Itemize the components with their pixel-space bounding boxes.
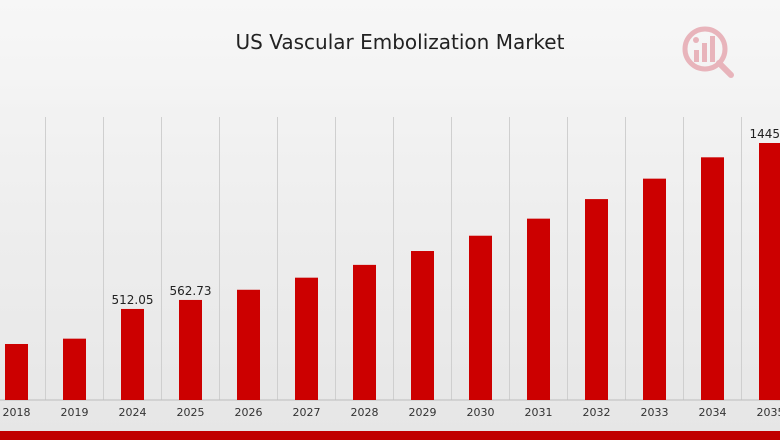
bar-2031 — [527, 218, 550, 400]
bottom-accent-bar — [0, 431, 780, 440]
x-tick-label-2031: 2031 — [525, 406, 553, 419]
x-tick-label-2019: 2019 — [61, 406, 89, 419]
chart-logo-icon — [678, 24, 736, 80]
x-tick-label-2018: 2018 — [3, 406, 31, 419]
data-label-2024: 512.05 — [112, 293, 154, 307]
x-tick-label-2032: 2032 — [583, 406, 611, 419]
x-tick-label-2035: 2035 — [757, 406, 780, 419]
bar-2019 — [63, 338, 86, 400]
bar-2035 — [759, 143, 780, 400]
bar-2028 — [353, 264, 376, 400]
data-label-2025: 562.73 — [170, 284, 212, 298]
x-tick-label-2034: 2034 — [699, 406, 727, 419]
x-tick-label-2025: 2025 — [177, 406, 205, 419]
x-tick-label-2033: 2033 — [641, 406, 669, 419]
x-tick-label-2028: 2028 — [351, 406, 379, 419]
bar-2026 — [237, 289, 260, 400]
x-tick-label-2029: 2029 — [409, 406, 437, 419]
chart-title: US Vascular Embolization Market — [235, 30, 565, 54]
bar-2024 — [121, 308, 144, 400]
bar-2034 — [701, 157, 724, 400]
bar-2029 — [411, 251, 434, 400]
bar-2018 — [5, 343, 28, 400]
data-label-2035: 1445.5 — [750, 127, 780, 141]
x-tick-label-2024: 2024 — [119, 406, 147, 419]
x-tick-label-2026: 2026 — [235, 406, 263, 419]
bar-2033 — [643, 178, 666, 400]
bar-2025 — [179, 299, 202, 400]
x-tick-label-2030: 2030 — [467, 406, 495, 419]
x-tick-label-2027: 2027 — [293, 406, 321, 419]
bar-2032 — [585, 199, 608, 400]
bar-2027 — [295, 277, 318, 400]
bar-2030 — [469, 235, 492, 400]
